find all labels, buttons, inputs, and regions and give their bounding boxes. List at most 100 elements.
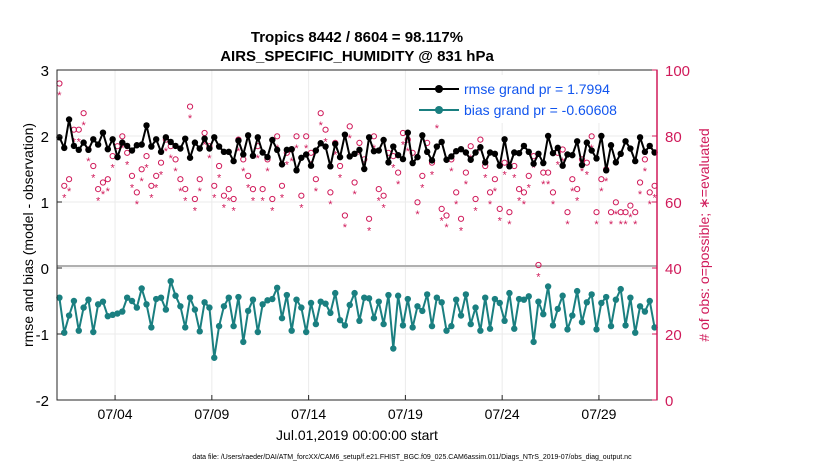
- obs-possible-marker: [545, 169, 552, 176]
- obs-possible-marker: [65, 176, 73, 183]
- obs-evaluated-marker: *: [338, 173, 343, 185]
- rmse-marker: [99, 129, 107, 136]
- obs-evaluated-marker: *: [633, 219, 638, 231]
- obs-evaluated-marker: *: [314, 186, 319, 198]
- bias-marker: [94, 301, 102, 308]
- bias-marker: [259, 301, 266, 308]
- y-tick-label-right: 60: [665, 195, 682, 212]
- rmse-marker: [617, 150, 624, 158]
- y-tick-label-left: 2: [41, 129, 49, 146]
- rmse-marker: [244, 132, 252, 139]
- bias-marker: [627, 294, 634, 301]
- bias-marker: [491, 295, 499, 303]
- rmse-marker: [230, 157, 237, 165]
- bias-marker: [302, 328, 310, 336]
- bias-marker: [448, 322, 455, 330]
- bias-marker: [182, 324, 189, 331]
- obs-possible-marker: [157, 159, 165, 166]
- rmse-marker: [501, 136, 508, 143]
- bias-marker: [622, 322, 629, 329]
- bias-marker: [123, 294, 131, 301]
- rmse-marker: [515, 149, 523, 157]
- rmse-marker: [307, 162, 315, 169]
- obs-possible-marker: [646, 189, 653, 196]
- bias-marker: [472, 304, 479, 311]
- x-tick-label: 07/09: [194, 406, 229, 422]
- bias-marker: [438, 299, 445, 306]
- bias-series: [56, 278, 658, 361]
- obs-evaluated-marker: *: [294, 143, 299, 155]
- rmse-marker: [264, 153, 271, 161]
- rmse-marker: [133, 142, 141, 149]
- rmse-marker: [109, 136, 116, 143]
- obs-evaluated-marker: *: [246, 183, 251, 195]
- obs-possible-marker: [467, 143, 474, 150]
- rmse-marker: [404, 129, 412, 136]
- obs-evaluated-marker: *: [149, 192, 154, 204]
- bias-marker: [370, 314, 378, 322]
- rmse-marker: [152, 136, 160, 143]
- obs-evaluated-marker: *: [507, 219, 512, 231]
- obs-evaluated-marker: *: [256, 153, 261, 165]
- obs-possible-marker: [259, 186, 266, 193]
- bias-marker: [206, 304, 213, 311]
- rmse-marker: [394, 151, 402, 159]
- obs-possible-marker: [607, 209, 615, 216]
- obs-possible-marker: [153, 172, 160, 179]
- obs-evaluated-marker: *: [488, 199, 493, 211]
- bias-marker: [220, 303, 228, 310]
- obs-possible-marker: [549, 189, 557, 196]
- obs-evaluated-marker: *: [406, 146, 411, 158]
- rmse-marker: [162, 134, 170, 141]
- bias-marker: [515, 295, 523, 303]
- rmse-marker: [544, 132, 552, 140]
- rmse-marker: [452, 147, 460, 155]
- obs-possible-marker: [569, 176, 576, 183]
- rmse-marker: [186, 154, 194, 161]
- rmse-marker: [220, 148, 228, 156]
- obs-possible-marker: [588, 133, 595, 140]
- bias-marker: [327, 309, 334, 317]
- rmse-marker: [530, 160, 537, 167]
- obs-possible-marker: [177, 176, 184, 183]
- rmse-marker: [588, 147, 595, 154]
- rmse-marker: [70, 142, 78, 150]
- obs-evaluated-marker: *: [377, 196, 382, 208]
- rmse-marker: [182, 135, 189, 142]
- bias-marker: [65, 312, 73, 319]
- y-tick-label-left: 1: [41, 195, 49, 212]
- obs-possible-marker: [336, 162, 344, 170]
- bias-marker: [211, 354, 218, 361]
- rmse-marker: [240, 151, 247, 158]
- rmse-marker: [578, 161, 586, 169]
- rmse-marker: [636, 134, 644, 141]
- obs-possible-marker: [525, 172, 532, 179]
- obs-evaluated-marker: *: [483, 173, 488, 185]
- obs-evaluated-marker: *: [328, 199, 333, 211]
- obs-evaluated-marker: *: [614, 209, 619, 221]
- rmse-series: [56, 116, 658, 174]
- obs-evaluated-marker: *: [144, 163, 149, 175]
- y-tick-label-right: 100: [665, 63, 690, 80]
- bias-marker: [273, 284, 281, 291]
- bias-marker: [336, 316, 344, 324]
- bias-marker: [573, 287, 581, 295]
- obs-possible-marker: [191, 195, 199, 203]
- obs-evaluated-marker: *: [193, 206, 198, 218]
- obs-evaluated-marker: *: [188, 113, 193, 125]
- rmse-marker: [598, 132, 605, 140]
- left-axis: -2 -1 0 1 2 3: [36, 63, 62, 410]
- obs-possible-marker: [443, 212, 450, 219]
- bias-marker: [549, 322, 557, 329]
- rmse-marker: [94, 141, 102, 148]
- obs-possible-marker: [564, 209, 571, 216]
- rmse-marker: [148, 143, 155, 150]
- obs-possible-marker: [99, 179, 107, 186]
- rmse-marker: [259, 149, 266, 156]
- rmse-marker: [172, 142, 179, 150]
- bias-marker: [520, 296, 528, 303]
- obs-evaluated-marker: *: [628, 212, 633, 224]
- rmse-marker: [80, 139, 87, 146]
- obs-possible-marker: [245, 172, 252, 179]
- bias-marker: [578, 318, 586, 326]
